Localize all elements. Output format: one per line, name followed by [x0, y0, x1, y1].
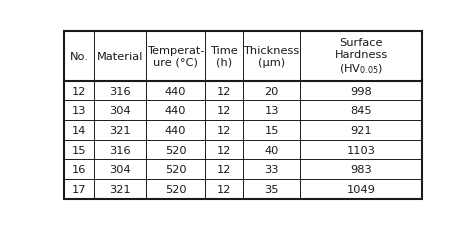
Text: 15: 15 [264, 125, 279, 135]
Text: 316: 316 [109, 86, 131, 96]
Text: 14: 14 [72, 125, 86, 135]
Text: 983: 983 [350, 164, 372, 174]
Text: 12: 12 [217, 106, 231, 116]
Text: 12: 12 [217, 184, 231, 194]
Text: 304: 304 [109, 164, 131, 174]
Text: Material: Material [97, 52, 143, 62]
Text: 998: 998 [350, 86, 372, 96]
Text: 12: 12 [72, 86, 86, 96]
Text: Temperat-
ure (°C): Temperat- ure (°C) [147, 46, 204, 68]
Text: 16: 16 [72, 164, 86, 174]
Text: 440: 440 [165, 86, 186, 96]
Text: 1049: 1049 [347, 184, 376, 194]
Text: 520: 520 [165, 164, 186, 174]
Text: 304: 304 [109, 106, 131, 116]
Text: 321: 321 [109, 125, 131, 135]
Text: 845: 845 [350, 106, 372, 116]
Text: Time
(h): Time (h) [210, 46, 238, 68]
Text: 12: 12 [217, 86, 231, 96]
Text: 12: 12 [217, 164, 231, 174]
Text: 13: 13 [72, 106, 86, 116]
Text: 17: 17 [72, 184, 86, 194]
Text: 13: 13 [264, 106, 279, 116]
Text: 440: 440 [165, 125, 186, 135]
Text: Thickness
(μm): Thickness (μm) [244, 46, 300, 68]
Text: 440: 440 [165, 106, 186, 116]
Text: 520: 520 [165, 145, 186, 155]
Text: 316: 316 [109, 145, 131, 155]
Text: 921: 921 [350, 125, 372, 135]
Text: 12: 12 [217, 125, 231, 135]
Text: 20: 20 [264, 86, 279, 96]
Text: 33: 33 [264, 164, 279, 174]
Text: No.: No. [70, 52, 88, 62]
Text: 12: 12 [217, 145, 231, 155]
Text: 40: 40 [264, 145, 279, 155]
Text: 15: 15 [72, 145, 86, 155]
Text: 321: 321 [109, 184, 131, 194]
Text: 520: 520 [165, 184, 186, 194]
Text: 35: 35 [264, 184, 279, 194]
Text: 1103: 1103 [347, 145, 376, 155]
Text: Surface
Hardness
(HV$_{0.05}$): Surface Hardness (HV$_{0.05}$) [335, 38, 388, 76]
